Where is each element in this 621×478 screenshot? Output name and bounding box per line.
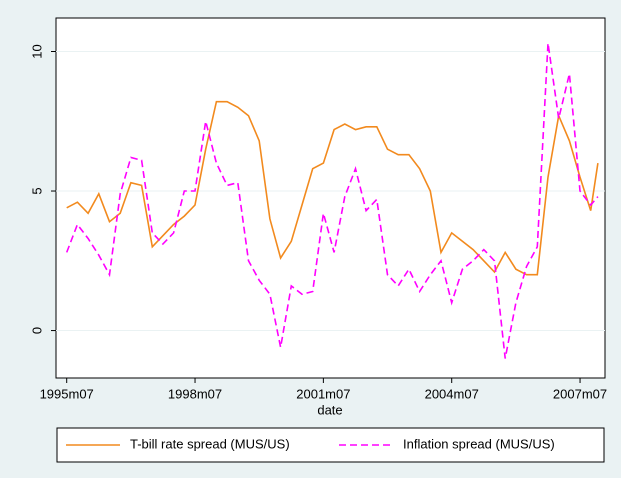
x-tick-label: 2004m07	[425, 386, 479, 401]
x-axis-label: date	[317, 402, 342, 417]
plot-area	[55, 17, 606, 379]
y-tick-label: 0	[29, 327, 44, 334]
legend-label: Inflation spread (MUS/US)	[403, 436, 555, 451]
line-series	[65, 42, 599, 359]
x-tick-label: 2001m07	[296, 386, 350, 401]
x-tick-label: 1998m07	[168, 386, 222, 401]
x-tick-label: 1995m07	[40, 386, 94, 401]
y-tick-label: 5	[29, 187, 44, 194]
legend-label: T-bill rate spread (MUS/US)	[130, 436, 290, 451]
y-tick-label: 10	[29, 44, 44, 58]
legend-box	[56, 427, 605, 463]
x-tick-label: 2007m07	[553, 386, 607, 401]
line-series	[66, 100, 599, 276]
